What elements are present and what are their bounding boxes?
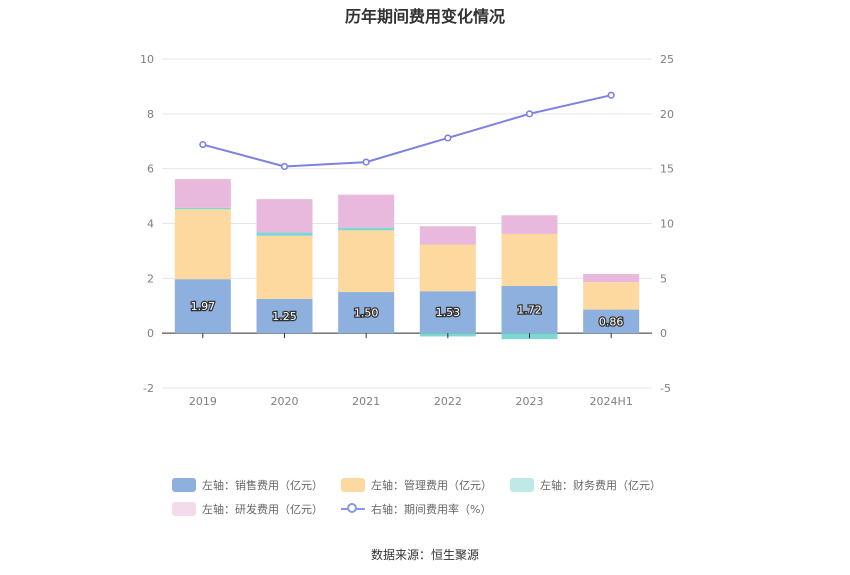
point-rate-2020 xyxy=(280,162,289,171)
legend-label-rate: 右轴：期间费用率（%） xyxy=(371,503,492,516)
bar-admin-2021 xyxy=(338,230,395,293)
y-right-tick-label: 5 xyxy=(660,272,667,285)
y-right-tick-label: 0 xyxy=(660,327,667,340)
legend-swatch-rd xyxy=(172,502,196,516)
y-right-tick-label: 10 xyxy=(660,218,674,231)
line-rate xyxy=(202,94,612,168)
data-label-sales: 1.50 xyxy=(354,307,379,320)
data-label-sales: 1.97 xyxy=(191,300,216,313)
y-left-tick-label: 0 xyxy=(147,327,154,340)
point-rate-2023 xyxy=(525,110,534,118)
data-source: 数据来源：恒生聚源 xyxy=(370,548,479,562)
y-left-tick-label: 2 xyxy=(147,272,154,285)
legend-item-sales[interactable]: 左轴：销售费用（亿元） xyxy=(172,477,323,493)
x-tick-label: 2021 xyxy=(352,395,380,408)
legend-swatch-admin xyxy=(341,478,365,492)
legend-row-2: 左轴：研发费用（亿元） 右轴：期间费用率（%） xyxy=(172,497,692,521)
legend-swatch-sales xyxy=(172,478,196,492)
point-rate-2024H1 xyxy=(607,91,615,99)
y-right-tick-label: -5 xyxy=(660,382,671,395)
bar-sales-2023 xyxy=(501,286,558,334)
bar-sales-2024H1 xyxy=(583,309,640,334)
legend-item-rd[interactable]: 左轴：研发费用（亿元） xyxy=(172,501,323,517)
bar-admin-2019 xyxy=(174,209,231,280)
x-tick-label: 2019 xyxy=(189,395,217,408)
y-left-tick-label: 6 xyxy=(147,163,154,176)
point-rate-2021 xyxy=(362,158,370,166)
data-label-sales: 1.53 xyxy=(436,306,461,319)
legend-item-admin[interactable]: 左轴：管理费用（亿元） xyxy=(341,477,492,493)
chart-legend: 左轴：销售费用（亿元） 左轴：管理费用（亿元） 左轴：财务费用（亿元） 左轴：研… xyxy=(172,473,692,521)
data-label-sales: 1.72 xyxy=(517,304,542,317)
legend-item-finance[interactable]: 左轴：财务费用（亿元） xyxy=(510,477,661,493)
bar-admin-2024H1 xyxy=(583,282,640,310)
point-rate-2019 xyxy=(199,140,207,149)
legend-line-icon-rate xyxy=(341,502,365,516)
legend-label-admin: 左轴：管理费用（亿元） xyxy=(371,479,492,492)
legend-label-sales: 左轴：销售费用（亿元） xyxy=(202,479,323,492)
x-tick-label: 2020 xyxy=(271,395,299,408)
x-tick-label: 2023 xyxy=(516,395,544,408)
data-label-sales: 0.86 xyxy=(599,315,624,328)
y-left-tick-label: -2 xyxy=(143,382,154,395)
y-right-tick-label: 25 xyxy=(660,53,674,66)
bar-finance-2019 xyxy=(174,207,231,210)
legend-item-rate[interactable]: 右轴：期间费用率（%） xyxy=(341,501,491,517)
bar-rd-2021 xyxy=(338,194,395,228)
bar-rd-2022 xyxy=(419,226,476,245)
x-tick-label: 2022 xyxy=(434,395,462,408)
bar-rd-2020 xyxy=(256,199,313,233)
bar-sales-2021 xyxy=(338,292,395,334)
point-rate-2022 xyxy=(444,134,452,142)
y-left-tick-label: 4 xyxy=(147,218,154,231)
bar-sales-2019 xyxy=(174,279,231,334)
bar-admin-2022 xyxy=(419,244,476,292)
y-left-tick-label: 10 xyxy=(140,53,154,66)
y-right-tick-label: 20 xyxy=(660,108,674,121)
x-tick-label: 2024H1 xyxy=(590,395,633,408)
bar-rd-2019 xyxy=(174,179,231,208)
legend-label-rd: 左轴：研发费用（亿元） xyxy=(202,503,323,516)
legend-row-1: 左轴：销售费用（亿元） 左轴：管理费用（亿元） 左轴：财务费用（亿元） xyxy=(172,473,692,497)
bar-sales-2022 xyxy=(419,291,476,334)
bar-rd-2024H1 xyxy=(583,273,640,283)
bar-sales-2020 xyxy=(256,298,313,334)
bar-finance-2020 xyxy=(256,232,313,236)
bar-admin-2023 xyxy=(501,233,558,287)
bar-admin-2020 xyxy=(256,235,313,299)
legend-label-finance: 左轴：财务费用（亿元） xyxy=(540,479,661,492)
chart-title: 历年期间费用变化情况 xyxy=(344,7,505,26)
y-left-tick-label: 8 xyxy=(147,108,154,121)
y-right-tick-label: 15 xyxy=(660,163,674,176)
data-label-sales: 1.25 xyxy=(272,310,297,323)
legend-swatch-finance xyxy=(510,478,534,492)
bar-rd-2023 xyxy=(501,215,558,234)
bar-finance-2021 xyxy=(338,227,395,231)
